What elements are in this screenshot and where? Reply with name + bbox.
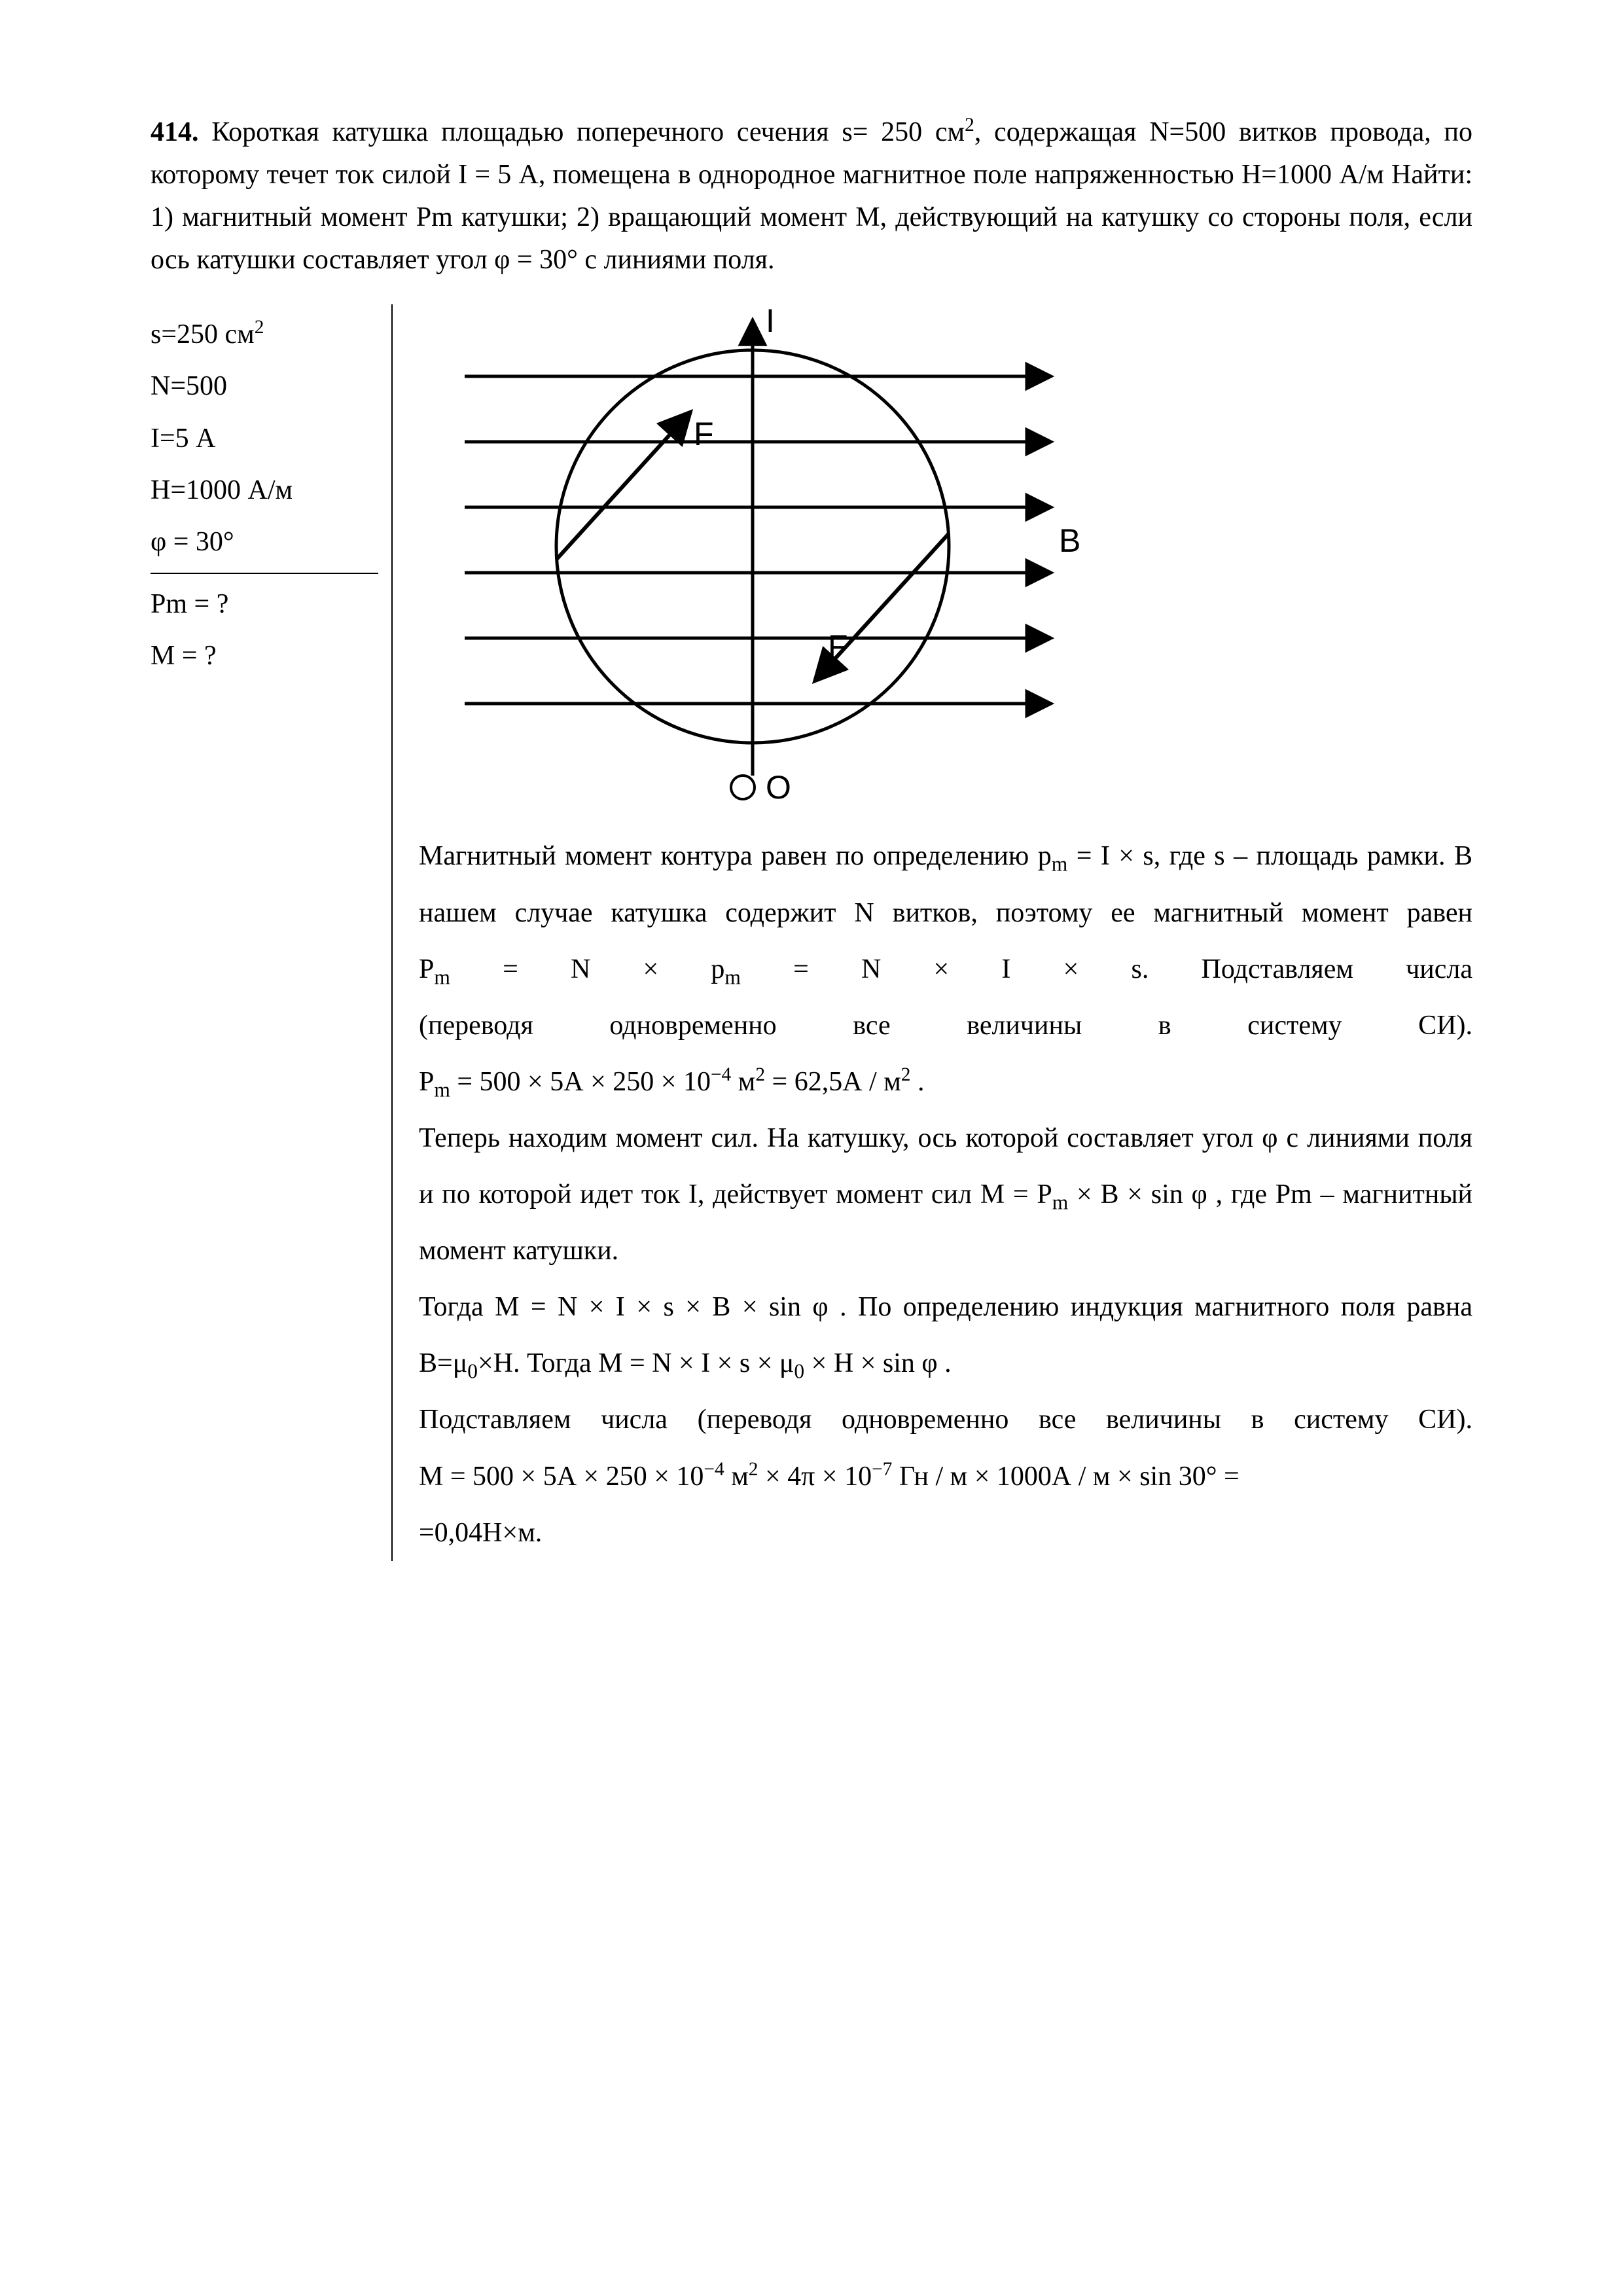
diagram-wrap: I F F B O (419, 304, 1472, 821)
right-column: I F F B O Магнитный момент контура равен… (393, 304, 1472, 1560)
given-n: N=500 (151, 365, 378, 408)
label-o: O (766, 769, 791, 806)
magnetic-field-diagram: I F F B O (445, 304, 1113, 808)
physics-problem-page: 414. Короткая катушка площадью поперечно… (0, 0, 1623, 1561)
given-phi: φ = 30° (151, 521, 378, 564)
problem-statement: 414. Короткая катушка площадью поперечно… (151, 111, 1472, 281)
label-i: I (766, 304, 775, 339)
given-s: s=250 см2 (151, 314, 378, 356)
find-m: M = ? (151, 635, 378, 677)
given-i: I=5 А (151, 418, 378, 460)
solution-p2: Теперь находим момент сил. На катушку, о… (419, 1110, 1472, 1279)
find-pm: Pm = ? (151, 583, 378, 626)
label-f1: F (694, 416, 714, 452)
label-b: B (1059, 522, 1080, 559)
label-f2: F (828, 628, 848, 665)
solution-text: Магнитный момент контура равен по опреде… (419, 828, 1472, 1560)
problem-number: 414. (151, 117, 199, 147)
solution-p3: Тогда M = N × I × s × B × sin φ . По опр… (419, 1279, 1472, 1391)
given-column: s=250 см2 N=500 I=5 А H=1000 А/м φ = 30°… (151, 304, 393, 1560)
solution-p1: Магнитный момент контура равен по опреде… (419, 828, 1472, 1109)
solution-block: s=250 см2 N=500 I=5 А H=1000 А/м φ = 30°… (151, 304, 1472, 1560)
given-divider (151, 573, 378, 574)
solution-p4: Подставляем числа (переводя одновременно… (419, 1391, 1472, 1560)
problem-text: Короткая катушка площадью поперечного се… (151, 117, 1472, 275)
given-h: H=1000 А/м (151, 469, 378, 512)
